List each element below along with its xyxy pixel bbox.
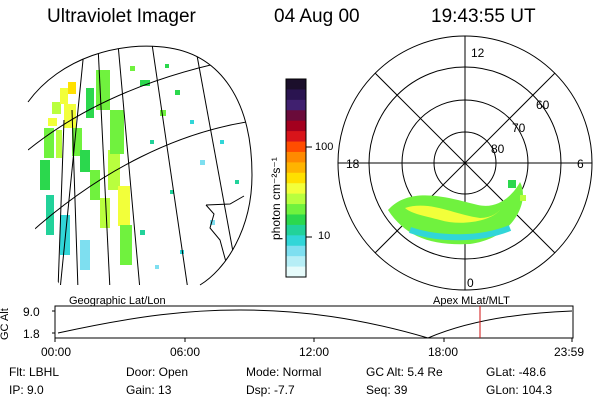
colorbar-cell	[286, 120, 306, 132]
info-door: Door: Open	[126, 365, 189, 379]
colorbar-cell	[286, 162, 306, 174]
geographic-caption: Geographic Lat/Lon	[69, 295, 166, 307]
colorbar-tick-10: 10	[318, 230, 331, 242]
colorbar-cell	[286, 266, 306, 278]
xtick-1800: 18:00	[428, 345, 459, 359]
colorbar-cell	[286, 131, 306, 143]
mlt-label-18: 18	[346, 157, 360, 171]
colorbar-cell	[286, 214, 306, 226]
date-label: 04 Aug 00	[274, 6, 360, 27]
time-label: 19:43:55 UT	[431, 6, 536, 27]
colorbar-cell	[286, 224, 306, 236]
mlt-label-12: 12	[471, 46, 485, 60]
ytick-1-8: 1.8	[23, 327, 40, 341]
info-ip: IP: 9.0	[9, 383, 44, 397]
timeline-ylabel: GC Alt	[0, 308, 11, 340]
mlat-label-80: 80	[491, 142, 505, 156]
info-glon: GLon: 104.3	[486, 383, 553, 397]
ytick-9: 9.0	[23, 305, 40, 319]
colorbar-tick-100: 100	[315, 141, 334, 153]
mlat-label-70: 70	[512, 121, 526, 135]
colorbar-cell	[286, 256, 306, 268]
colorbar-cell	[286, 245, 306, 257]
colorbar-cell	[286, 172, 306, 184]
colorbar-cell	[286, 151, 306, 163]
mlt-label-6: 6	[577, 157, 584, 171]
xtick-1200: 12:00	[299, 345, 330, 359]
colorbar-cell	[286, 141, 306, 153]
colorbar-cell	[286, 99, 306, 111]
colorbar-cell	[286, 235, 306, 247]
info-mode: Mode: Normal	[246, 365, 322, 379]
colorbar-cell	[286, 79, 306, 91]
info-flt: Flt: LBHL	[9, 365, 60, 379]
xtick-0600: 06:00	[170, 345, 201, 359]
colorbar-cell	[286, 193, 306, 205]
info-dsp: Dsp: -7.7	[246, 383, 295, 397]
xtick-0000: 00:00	[41, 345, 72, 359]
info-glat: GLat: -48.6	[486, 365, 547, 379]
colorbar-cell	[286, 204, 306, 216]
mlt-label-0: 0	[467, 276, 474, 290]
info-gcalt: GC Alt: 5.4 Re	[366, 365, 443, 379]
info-gain: Gain: 13	[126, 383, 172, 397]
info-seq: Seq: 39	[366, 383, 408, 397]
colorbar-cell	[286, 110, 306, 122]
mlat-label-60: 60	[536, 98, 550, 112]
apex-caption: Apex MLat/MLT	[433, 295, 510, 307]
xtick-2359: 23:59	[554, 345, 585, 359]
colorbar-cell	[286, 183, 306, 195]
instrument-title: Ultraviolet Imager	[47, 6, 196, 27]
colorbar-cell	[286, 89, 306, 101]
